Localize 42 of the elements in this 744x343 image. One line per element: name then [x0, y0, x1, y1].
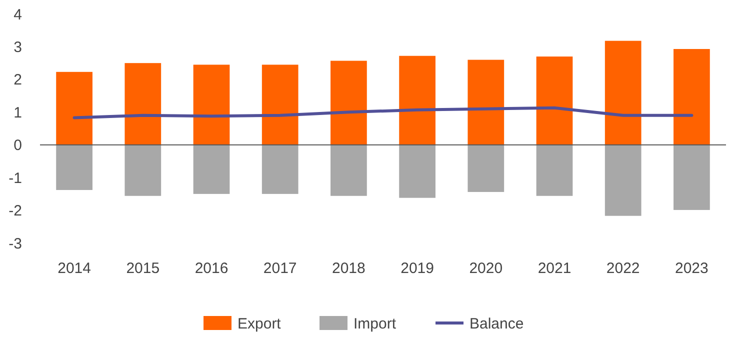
bar: [536, 56, 573, 145]
bar: [399, 144, 436, 198]
legend-label: Import: [354, 315, 397, 332]
bar: [124, 63, 162, 145]
bar: [330, 60, 367, 145]
bar: [674, 144, 710, 210]
x-tick-label: 2023: [675, 260, 708, 277]
bar: [674, 49, 710, 145]
bar: [124, 144, 162, 196]
y-tick-label: 0: [14, 137, 22, 154]
legend-label: Balance: [470, 315, 524, 332]
x-tick-label: 2020: [469, 260, 503, 277]
bar: [330, 144, 367, 196]
bar: [56, 144, 92, 190]
bar: [193, 144, 230, 194]
y-tick-label: 1: [14, 104, 22, 122]
x-tick-label: 2021: [538, 260, 572, 277]
bar: [604, 144, 642, 216]
bar: [536, 144, 573, 196]
y-tick-label: 3: [14, 38, 22, 56]
x-tick-label: 2018: [332, 260, 366, 277]
legend-label: Export: [238, 315, 282, 332]
bar: [604, 40, 642, 145]
bar: [262, 144, 298, 194]
y-tick-label: 2: [14, 72, 22, 89]
line-series: [72, 106, 694, 120]
bar: [193, 64, 230, 145]
bar: [56, 72, 92, 145]
x-tick-label: 2022: [606, 260, 640, 277]
x-tick-label: 2019: [400, 260, 434, 277]
y-tick-label: -3: [8, 235, 22, 252]
y-tick-label: -1: [8, 170, 22, 187]
x-tick-label: 2014: [58, 260, 91, 277]
bar: [399, 56, 436, 145]
y-tick-label: 4: [14, 6, 22, 24]
x-tick-label: 2017: [263, 260, 297, 277]
y-tick-label: -2: [8, 202, 22, 220]
bar: [468, 144, 504, 192]
bar: [468, 60, 504, 145]
x-tick-label: 2016: [194, 260, 228, 277]
x-tick-label: 2015: [126, 260, 160, 277]
bar: [262, 64, 298, 145]
